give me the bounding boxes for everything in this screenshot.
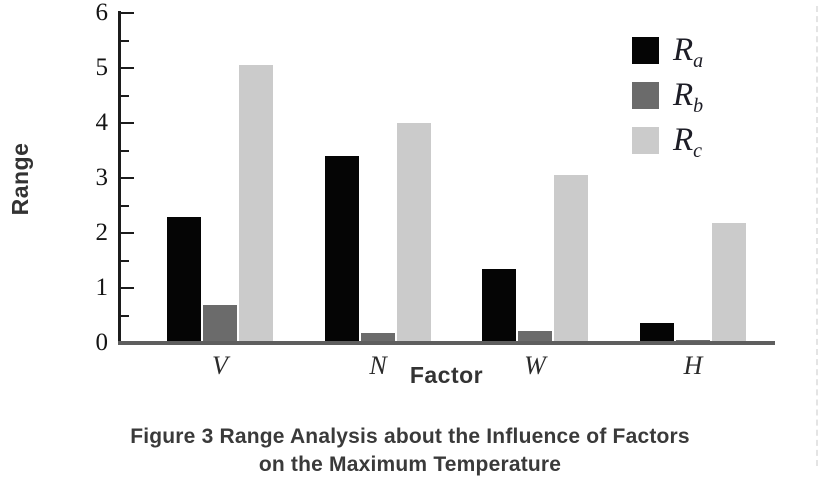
bar-Rc-H [712,223,746,343]
legend-item-Rc: Rc [632,118,703,163]
bar-Ra-W [482,268,516,343]
bar-Rc-V [239,65,273,343]
y-major-tick [121,12,134,14]
legend-item-Rb: Rb [632,73,703,118]
x-tick-label-W: W [524,351,546,380]
x-axis-line [118,341,775,345]
y-tick-label: 3 [95,164,109,191]
bar-Rc-W [554,175,588,343]
bar-Rc-N [397,123,431,343]
y-major-tick [121,177,134,179]
y-axis-title: Range [7,142,33,216]
y-minor-tick [121,94,129,97]
figure-caption-line-2: on the Maximum Temperature [258,453,562,476]
bar-Ra-H [640,322,674,343]
x-tick-label-H: H [683,351,703,380]
x-axis-title: Factor [409,362,484,388]
y-tick-label: 1 [95,274,109,301]
bar-Rb-W [518,330,552,343]
legend-swatch-Rb [632,82,659,109]
y-major-tick [121,287,134,289]
bar-Rb-N [361,333,395,343]
bar-Ra-N [325,156,359,343]
y-tick-label: 5 [95,54,109,81]
legend: Ra Rb Rc [632,28,703,163]
legend-swatch-Ra [632,37,659,64]
legend-item-Ra: Ra [632,28,703,73]
x-tick-label-V: V [212,351,228,380]
figure-caption: Figure 3 Range Analysis about the Influe… [15,423,805,479]
y-minor-tick [121,39,129,42]
y-minor-tick [121,149,129,152]
y-major-tick [121,232,134,234]
scan-edge-artifact [816,6,818,466]
y-axis-line [118,11,121,343]
bar-Ra-V [167,216,201,343]
y-minor-tick [121,204,129,207]
y-tick-label: 2 [95,219,109,246]
y-minor-tick [121,314,129,317]
legend-label-Ra: Ra [673,32,704,72]
figure-caption-line-1: Figure 3 Range Analysis about the Influe… [130,425,690,448]
y-minor-tick [121,259,129,262]
y-major-tick [121,67,134,69]
y-tick-label: 6 [95,0,109,26]
x-tick-label-N: N [369,351,387,380]
y-major-tick [121,122,134,124]
legend-label-Rb: Rb [673,77,704,117]
legend-swatch-Rc [632,127,659,154]
y-tick-label: 4 [95,109,109,136]
bar-Rb-V [203,304,237,343]
legend-label-Rc: Rc [673,122,703,162]
y-tick-label: 0 [95,329,109,356]
